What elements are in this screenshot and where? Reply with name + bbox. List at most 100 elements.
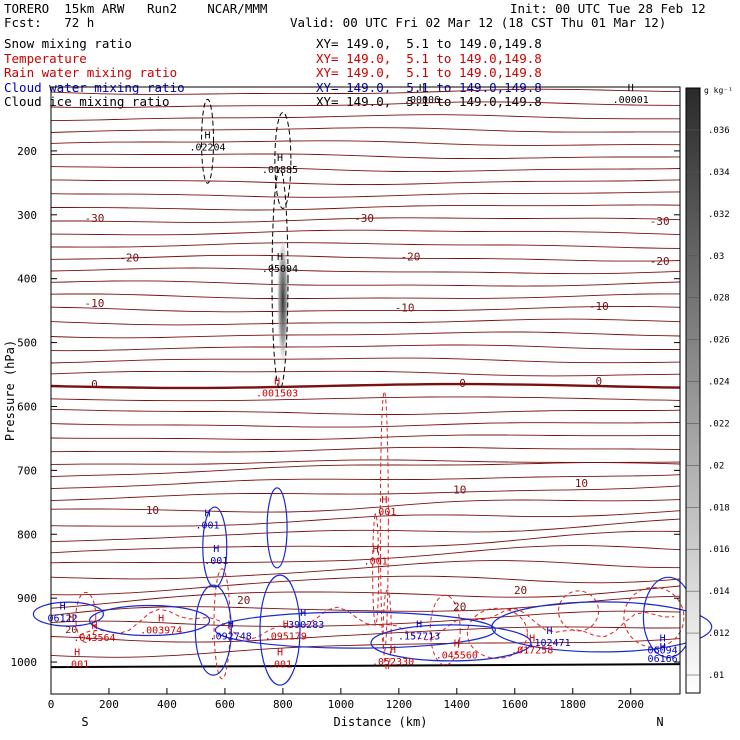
y-tick-label: 200	[17, 145, 37, 158]
extremum-value: .157713	[398, 631, 440, 642]
extremum-value: .01885	[262, 165, 298, 176]
colorbar-label: .032	[708, 210, 730, 220]
isotherm-line	[50, 585, 681, 609]
isotherm-line	[50, 229, 681, 236]
isotherm-line	[50, 280, 681, 287]
extremum-marker: H	[419, 83, 425, 94]
x-tick-label: 1600	[502, 698, 529, 711]
isotherm-label: -10	[395, 301, 415, 314]
isotherm-line	[50, 254, 681, 262]
field-name-5: Cloud ice mixing ratio	[4, 94, 170, 109]
cloud-ice-contour	[271, 168, 289, 390]
rain-water-contour	[372, 513, 380, 625]
isotherm-label: 20	[453, 600, 466, 613]
extremum-value: .102471	[528, 638, 570, 649]
isotherm-line	[50, 293, 680, 300]
isotherm-line	[50, 370, 681, 377]
isotherm-line	[50, 560, 681, 580]
forecast-hour: Fcst: 72 h	[4, 15, 95, 30]
isotherm-label: -30	[354, 212, 374, 225]
isotherm-line	[50, 305, 681, 313]
north-label: N	[656, 715, 663, 729]
extremum-marker: H	[205, 131, 211, 142]
cloud-water-contour	[491, 601, 713, 653]
plot-frame	[50, 86, 681, 695]
extremum-value: .00006	[404, 95, 440, 106]
y-tick-label: 1000	[11, 656, 38, 669]
cloud-water-contour	[266, 487, 288, 569]
y-tick-label: 300	[17, 209, 37, 222]
colorbar-label: .034	[708, 168, 730, 178]
colorbar-unit: g kg⁻¹	[704, 86, 733, 95]
isotherm-line	[50, 331, 681, 339]
isotherm-line	[51, 204, 681, 211]
isotherm-line	[50, 179, 681, 186]
colorbar-label: .01	[708, 671, 724, 681]
isotherm-line	[50, 153, 681, 160]
isotherm-line	[50, 140, 680, 146]
isotherm-line	[50, 626, 681, 643]
cloud-ice-contour	[274, 111, 292, 209]
model-title: TORERO 15km ARW Run2 NCAR/MMM	[4, 1, 268, 16]
x-tick-label: 600	[215, 698, 235, 711]
extremum-marker: H	[416, 619, 422, 630]
extremum-marker: H	[213, 544, 219, 555]
extremum-value: .02204	[189, 143, 225, 154]
extremum-value: 06094	[648, 646, 678, 657]
rain-water-contour	[382, 589, 392, 671]
field-name-2: Temperature	[4, 50, 87, 66]
y-tick-label: 400	[17, 273, 37, 286]
isotherm-line	[50, 166, 681, 173]
isotherm-line	[50, 434, 680, 441]
y-tick-label: 700	[17, 464, 37, 477]
extremum-value: .052330	[372, 657, 414, 668]
extremum-value: .05094	[262, 264, 298, 275]
x-tick-label: 800	[273, 698, 293, 711]
extremum-marker: H	[529, 634, 535, 645]
extremum-marker: H	[300, 608, 306, 619]
isotherm-label: -10	[85, 297, 105, 310]
extremum-marker: H	[91, 621, 97, 632]
extremum-marker: H	[74, 648, 80, 659]
extremum-value: .001	[195, 520, 219, 531]
extremum-marker: H	[660, 642, 666, 653]
cloud-water-contour	[88, 604, 211, 637]
colorbar-label: .03	[708, 252, 724, 262]
extremum-value: .001	[268, 660, 292, 671]
isotherm-line	[50, 545, 681, 564]
rain-water-contour	[558, 590, 600, 632]
x-tick-label: 1800	[560, 698, 587, 711]
x-tick-label: 200	[99, 698, 119, 711]
field-xy-2: XY= 149.0, 5.1 to 149.0,149.8	[316, 50, 542, 66]
isotherm-line	[50, 114, 680, 122]
extremum-marker: H	[454, 639, 460, 650]
extremum-value: .095179	[265, 631, 307, 642]
x-tick-label: 1000	[328, 698, 355, 711]
colorbar-label: .036	[708, 126, 730, 136]
rain-water-contour-low	[79, 606, 675, 641]
extremum-value: .092748	[210, 631, 252, 642]
y-axis-label: Pressure (hPa)	[3, 340, 17, 441]
y-tick-label: 900	[17, 592, 37, 605]
isotherm-line	[50, 446, 681, 453]
isotherm-line	[50, 396, 681, 402]
snow-mixing-shading	[276, 241, 289, 374]
extremum-marker: H	[277, 153, 283, 164]
extremum-marker: H	[277, 252, 283, 263]
isotherm-line	[50, 575, 681, 596]
extremum-marker: H	[228, 619, 234, 630]
extremum-value: .390283	[282, 620, 324, 631]
init-time: Init: 00 UTC Tue 28 Feb 12	[510, 1, 706, 16]
isotherm-line	[50, 408, 681, 415]
cloud-water-contour	[32, 601, 104, 627]
isotherm-line	[50, 357, 681, 364]
cloud-water-contour	[370, 624, 532, 662]
x-tick-label: 0	[48, 698, 55, 711]
colorbar-label: .02	[708, 461, 724, 471]
isotherm-line	[50, 499, 681, 513]
isotherm-label: 10	[453, 484, 466, 497]
isotherm-label: 10	[146, 504, 159, 517]
rain-water-contour	[75, 591, 97, 643]
rain-water-contour	[429, 594, 461, 666]
